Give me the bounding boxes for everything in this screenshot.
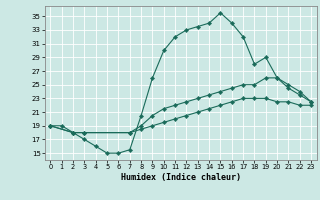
X-axis label: Humidex (Indice chaleur): Humidex (Indice chaleur) <box>121 173 241 182</box>
